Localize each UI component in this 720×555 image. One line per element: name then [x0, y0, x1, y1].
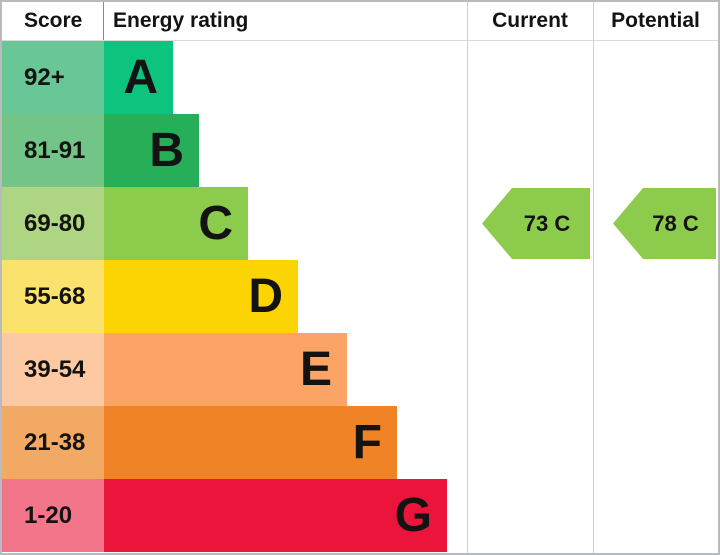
band-row-a: 92+ A — [2, 41, 718, 114]
potential-column-divider — [593, 2, 594, 553]
score-cell-b: 81-91 — [2, 114, 104, 187]
band-letter: D — [248, 269, 283, 323]
score-cell-g: 1-20 — [2, 479, 104, 552]
score-header-divider — [103, 2, 104, 40]
band-bar-e: E — [104, 333, 347, 406]
current-column-divider — [467, 2, 468, 553]
score-cell-c: 69-80 — [2, 187, 104, 260]
band-bar-a: A — [104, 41, 173, 114]
score-range-label: 55-68 — [24, 282, 86, 310]
band-row-g: 1-20 G — [2, 479, 718, 552]
score-range-label: 92+ — [24, 63, 65, 91]
band-letter: B — [149, 123, 184, 177]
score-cell-a: 92+ — [2, 41, 104, 114]
score-range-label: 69-80 — [24, 209, 86, 237]
band-row-c: 69-80 C — [2, 187, 718, 260]
band-letter: G — [394, 488, 432, 542]
score-cell-d: 55-68 — [2, 260, 104, 333]
band-row-f: 21-38 F — [2, 406, 718, 479]
current-rating-label: 73 C — [523, 210, 571, 236]
band-bar-d: D — [104, 260, 298, 333]
band-row-b: 81-91 B — [2, 114, 718, 187]
score-cell-e: 39-54 — [2, 333, 104, 406]
score-range-label: 21-38 — [24, 428, 86, 456]
band-row-e: 39-54 E — [2, 333, 718, 406]
current-column-header: Current — [492, 9, 568, 32]
band-letter: C — [198, 196, 233, 250]
potential-column-header: Potential — [611, 9, 700, 32]
band-row-d: 55-68 D — [2, 260, 718, 333]
score-column-header: Score — [24, 9, 83, 32]
header-underline — [2, 40, 718, 41]
band-bar-c: C — [104, 187, 248, 260]
energy-rating-column-header: Energy rating — [113, 9, 249, 32]
band-letter: A — [123, 50, 158, 104]
band-bar-g: G — [104, 479, 447, 552]
band-letter: F — [352, 415, 382, 469]
band-letter: E — [299, 342, 332, 396]
score-range-label: 39-54 — [24, 355, 86, 383]
band-bar-b: B — [104, 114, 199, 187]
potential-rating-label: 78 C — [652, 210, 699, 236]
score-range-label: 1-20 — [24, 501, 73, 529]
band-bar-f: F — [104, 406, 397, 479]
score-range-label: 81-91 — [24, 136, 86, 164]
score-cell-f: 21-38 — [2, 406, 104, 479]
